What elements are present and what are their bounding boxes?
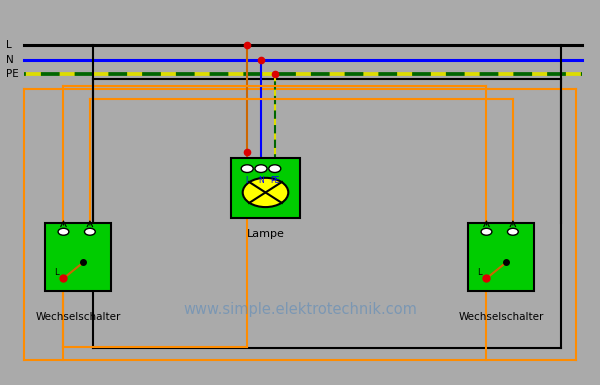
Text: Wechselschalter: Wechselschalter xyxy=(458,312,544,322)
Text: Wechselschalter: Wechselschalter xyxy=(35,312,121,322)
FancyBboxPatch shape xyxy=(45,223,111,291)
FancyBboxPatch shape xyxy=(231,158,300,218)
Text: L: L xyxy=(6,40,12,50)
Text: Lampe: Lampe xyxy=(247,229,284,239)
Text: N: N xyxy=(6,55,14,65)
Circle shape xyxy=(508,228,518,235)
FancyBboxPatch shape xyxy=(468,223,534,291)
Text: www.simple.elektrotechnik.com: www.simple.elektrotechnik.com xyxy=(183,303,417,317)
Text: L: L xyxy=(477,268,482,277)
Circle shape xyxy=(269,165,281,172)
Text: L: L xyxy=(245,176,250,184)
Circle shape xyxy=(481,228,492,235)
Circle shape xyxy=(58,228,69,235)
Text: PE: PE xyxy=(270,176,280,184)
Circle shape xyxy=(85,228,95,235)
Text: N: N xyxy=(258,176,264,184)
Text: PE: PE xyxy=(6,69,19,79)
Text: L: L xyxy=(54,268,59,277)
Circle shape xyxy=(255,165,267,172)
Circle shape xyxy=(242,178,289,207)
Circle shape xyxy=(241,165,253,172)
